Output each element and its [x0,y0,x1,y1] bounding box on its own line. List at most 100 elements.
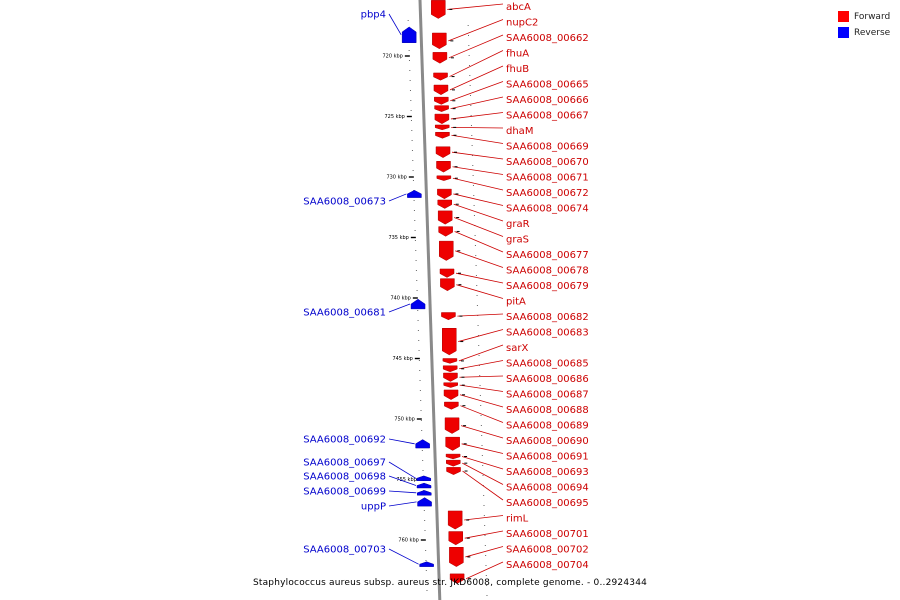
scale-dot [410,100,412,101]
scale-dot [486,585,488,586]
forward-gene-arrow [446,467,461,475]
label-leaders [388,3,504,580]
forward-gene-label: pitA [506,297,526,308]
forward-leader-line [447,3,504,10]
forward-leader-line [460,425,504,439]
forward-leader-line [458,329,504,342]
forward-gene-arrow [434,96,449,105]
forward-gene-label: SAA6008_00662 [506,33,589,44]
forward-gene-arrow [432,32,447,50]
scale-dot [413,200,415,201]
forward-leader-line [465,561,504,580]
scale-dot [470,105,472,106]
scale-dot [483,515,485,516]
scale-dot [408,50,410,51]
tick-label: 750 kbp [394,417,414,423]
scale-dot [471,135,473,136]
forward-gene-arrow [448,531,464,546]
scale-dot [420,410,422,411]
scale-dot [409,90,411,91]
forward-gene-label: SAA6008_00686 [506,374,589,385]
scale-dot [479,395,481,396]
forward-gene-label: SAA6008_00688 [506,405,589,416]
forward-leader-line [453,203,504,222]
scale-dot [480,405,482,406]
scale-dot [407,20,409,21]
scale-dot [482,465,484,466]
forward-gene-label: SAA6008_00667 [506,111,589,122]
scale-dot [424,520,426,521]
tick-marks: 720 kbp 725 kbp 730 kbp 735 kbp 740 kbp 745 k… [382,54,426,544]
forward-gene-label: SAA6008_00687 [506,390,589,401]
reverse-leader-line [388,490,417,494]
scale-dot [467,25,469,26]
forward-gene-arrow [439,240,454,261]
scale-dot [417,310,419,311]
gene-labels: abcA nupC2 SAA6008_00662 fhuA fhuB SAA6008_00… [303,2,589,571]
scale-dot [424,540,426,541]
scale-dot [480,415,482,416]
forward-leader-line [451,134,504,144]
forward-gene-label: nupC2 [506,18,538,29]
scale-dot [421,450,423,451]
scale-dot [475,265,477,266]
scale-dot [485,555,487,556]
scale-dot [473,205,475,206]
scale-dot [416,280,418,281]
scale-dot [419,370,421,371]
scale-dot [476,285,478,286]
reverse-leader-line [388,501,417,507]
reverse-leader-line [388,438,415,445]
scale-dot [410,120,412,121]
scale-dot [477,335,479,336]
scale-dot [420,420,422,421]
forward-gene-arrow [433,72,448,81]
scale-dot [425,550,427,551]
scale-dot [411,130,413,131]
scale-dot [468,65,470,66]
forward-gene-label: SAA6008_00674 [506,204,589,215]
reverse-gene-label: SAA6008_00673 [303,197,386,208]
scale-dot [409,70,411,71]
forward-gene-label: SAA6008_00691 [506,452,589,463]
forward-gene-label: SAA6008_00669 [506,142,589,153]
scale-dot [472,185,474,186]
forward-gene-label: SAA6008_00670 [506,157,589,168]
reverse-gene-label: SAA6008_00681 [303,308,386,319]
scale-dot [482,475,484,476]
scale-dot [426,580,428,581]
scale-dot [423,510,425,511]
scale-dot [414,220,416,221]
forward-gene-label: SAA6008_00665 [506,80,589,91]
scale-dot [478,355,480,356]
scale-dot [417,330,419,331]
scale-dot [414,240,416,241]
scale-dot [412,180,414,181]
scale-dot [415,250,417,251]
reverse-leader-line [388,548,419,565]
forward-gene-arrow [436,161,451,173]
forward-gene-arrow [444,417,460,434]
forward-leader-line [448,34,504,59]
forward-leader-line [460,405,504,423]
scale-dot [485,575,487,576]
scale-dot [420,400,422,401]
forward-gene-label: SAA6008_00677 [506,250,589,261]
forward-gene-label: dhaM [506,126,533,137]
scale-dot [412,170,414,171]
reverse-gene-label: SAA6008_00697 [303,458,386,469]
forward-gene-label: SAA6008_00682 [506,312,589,323]
scale-dot [484,525,486,526]
forward-gene-arrow [445,453,461,460]
forward-gene-label: SAA6008_00702 [506,545,589,556]
reverse-gene-label: pbp4 [361,10,386,21]
scale-dot [425,570,427,571]
forward-gene-label: SAA6008_00678 [506,266,589,277]
scale-dot [481,455,483,456]
scale-dot [476,305,478,306]
forward-gene-label: SAA6008_00679 [506,281,589,292]
forward-gene-arrow [437,210,453,225]
scale-dot [469,95,471,96]
forward-gene-label: SAA6008_00683 [506,328,589,339]
reverse-gene-label: SAA6008_00703 [303,545,386,556]
